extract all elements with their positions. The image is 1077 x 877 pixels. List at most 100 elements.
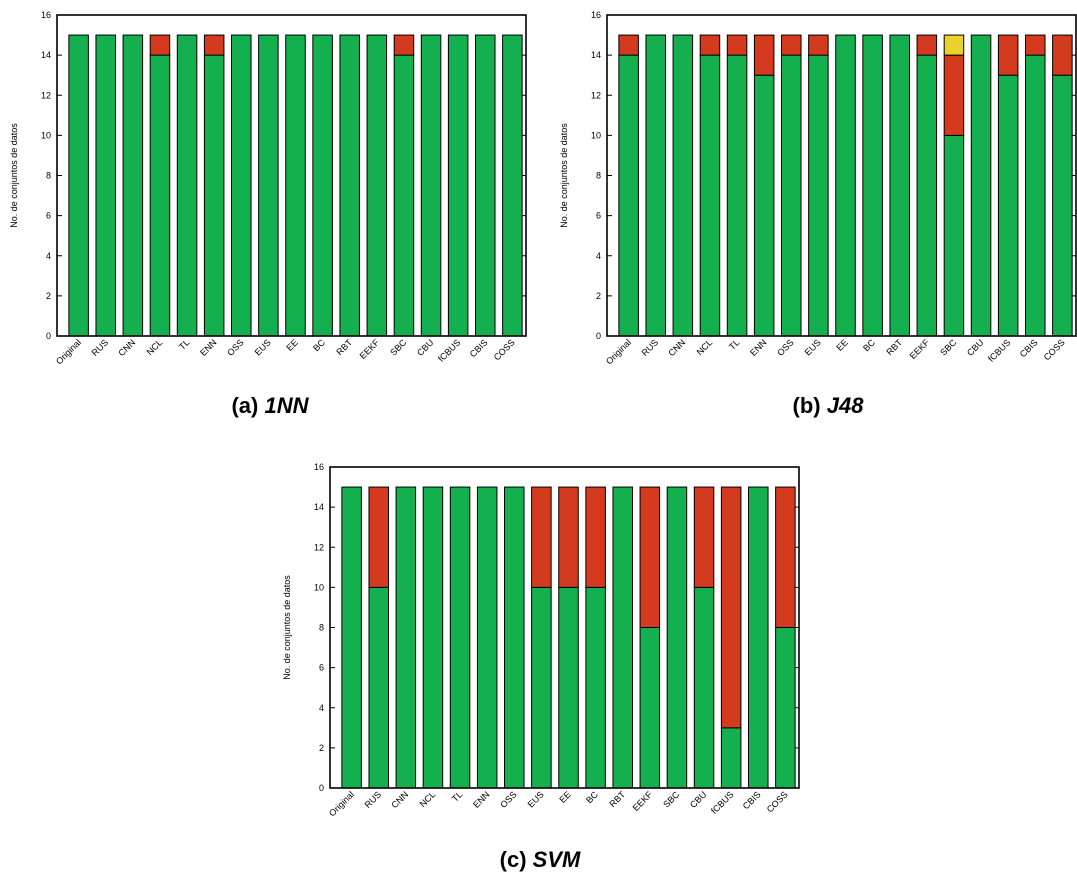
x-tick-label: RUS [640,337,661,358]
x-tick-label: EUS [253,337,273,357]
y-tick-label: 12 [41,90,51,100]
bar-rus-red [368,486,389,588]
bar-original-green [68,34,89,337]
bar-sbc-red [943,54,965,136]
bar-coss-green [502,34,523,337]
caption-label: (c) [500,847,533,872]
y-tick-label: 14 [41,50,51,60]
x-tick-label: OSS [498,789,519,810]
y-tick-label: 12 [591,90,601,100]
y-tick-label: 12 [314,542,324,552]
x-tick-label: TL [727,337,742,352]
x-tick-label: EUS [803,337,823,357]
x-tick-label: OSS [225,337,246,358]
y-tick-label: 10 [591,130,601,140]
bar-bc-green [585,586,606,789]
y-tick-label: 2 [596,291,601,301]
bar-enn-green [753,74,775,337]
bar-cbu-red [693,486,715,588]
bar-cbis-green [748,486,769,789]
x-tick-label: TL [450,789,465,804]
y-tick-label: 16 [314,462,324,472]
x-tick-label: COSS [1042,337,1067,362]
bar-rus-green [368,586,389,789]
caption-name: J48 [827,393,864,418]
bar-sbc-green [393,54,415,337]
x-tick-label: RBT [334,337,354,357]
y-tick-label: 6 [46,211,51,221]
x-tick-label: Original [54,337,83,366]
bar-enn-green [203,54,225,337]
bar-eekf-green [366,34,388,337]
x-tick-label: CNN [116,337,137,358]
y-axis-label: No. de conjuntos de datos [9,123,19,228]
x-tick-label: RUS [90,337,111,358]
bar-original-green [618,54,639,337]
bar-tl-red [726,34,748,56]
bar-eus-green [258,34,279,337]
y-tick-label: 2 [46,291,51,301]
bar-sbc-red [393,34,415,56]
y-tick-label: 6 [319,663,324,673]
bar-enn-red [753,34,775,76]
bar-cnn-green [122,34,144,337]
chart-1nn: No. de conjuntos de datos 0 2 4 6 8 10 12 14 16 Or… [9,10,527,418]
x-tick-label: CBU [965,337,986,358]
bar-bc-green [312,34,333,337]
bar-ncl-green [149,54,171,337]
bar-rbt-green [612,486,633,789]
bar-sbc-green [943,134,965,337]
bar-coss-red [775,486,796,628]
x-tick-label: BC [861,337,877,353]
bar-fcbus-red [997,34,1019,76]
y-axis-label: No. de conjuntos de datos [559,123,569,228]
y-tick-label: 0 [319,783,324,793]
x-tick-label: CNN [389,789,410,810]
x-tick-label: TL [177,337,192,352]
bar-cbu-green [420,34,442,337]
x-tick-label: CBU [688,789,709,810]
bar-cbis-green [475,34,496,337]
y-tick-label: 8 [596,171,601,181]
bar-cbu-green [693,586,715,789]
chart-svm: No. de conjuntos de datos 0 2 4 6 8 10 12 14 16 Or… [282,462,800,872]
bar-ncl-green [422,486,444,789]
y-tick-label: 8 [46,171,51,181]
caption-label: (a) [231,393,264,418]
bar-bc-green [862,34,883,337]
x-tick-label: RUS [363,789,384,810]
bar-tl-green [726,54,748,337]
y-tick-label: 16 [591,10,601,20]
bar-rus-green [645,34,666,337]
bar-cbis-red [1025,34,1046,56]
bar-cnn-green [672,34,694,337]
y-tick-label: 4 [46,251,51,261]
bar-ncl-green [699,54,721,337]
caption-label: (b) [793,393,827,418]
bar-ee-green [835,34,856,337]
y-tick-label: 4 [596,251,601,261]
bar-fcbus-red [720,486,742,729]
bar-fcbus-green [997,74,1019,337]
x-tick-label: EE [557,789,573,805]
y-tick-label: 2 [319,743,324,753]
x-tick-label: NCL [695,337,715,357]
bar-ee-green [285,34,306,337]
x-tick-label: NCL [418,789,438,809]
x-tick-label: CNN [666,337,687,358]
bar-fcbus-green [720,727,742,789]
caption-name: 1NN [264,393,309,418]
x-tick-label: EEKF [358,337,382,361]
bar-eus-red [808,34,829,56]
chart-j48: No. de conjuntos de datos 0 2 4 6 8 10 12 14 16 Or… [559,10,1077,418]
bar-cbis-green [1025,54,1046,337]
x-tick-label: ENN [198,337,219,358]
x-tick-label: EE [834,337,850,353]
x-tick-label: Original [604,337,633,366]
bar-eekf-red [639,486,661,628]
bar-ncl-red [149,34,171,56]
bar-rbt-green [339,34,360,337]
x-tick-label: BC [311,337,327,353]
bar-sbc-yellow [943,34,965,56]
